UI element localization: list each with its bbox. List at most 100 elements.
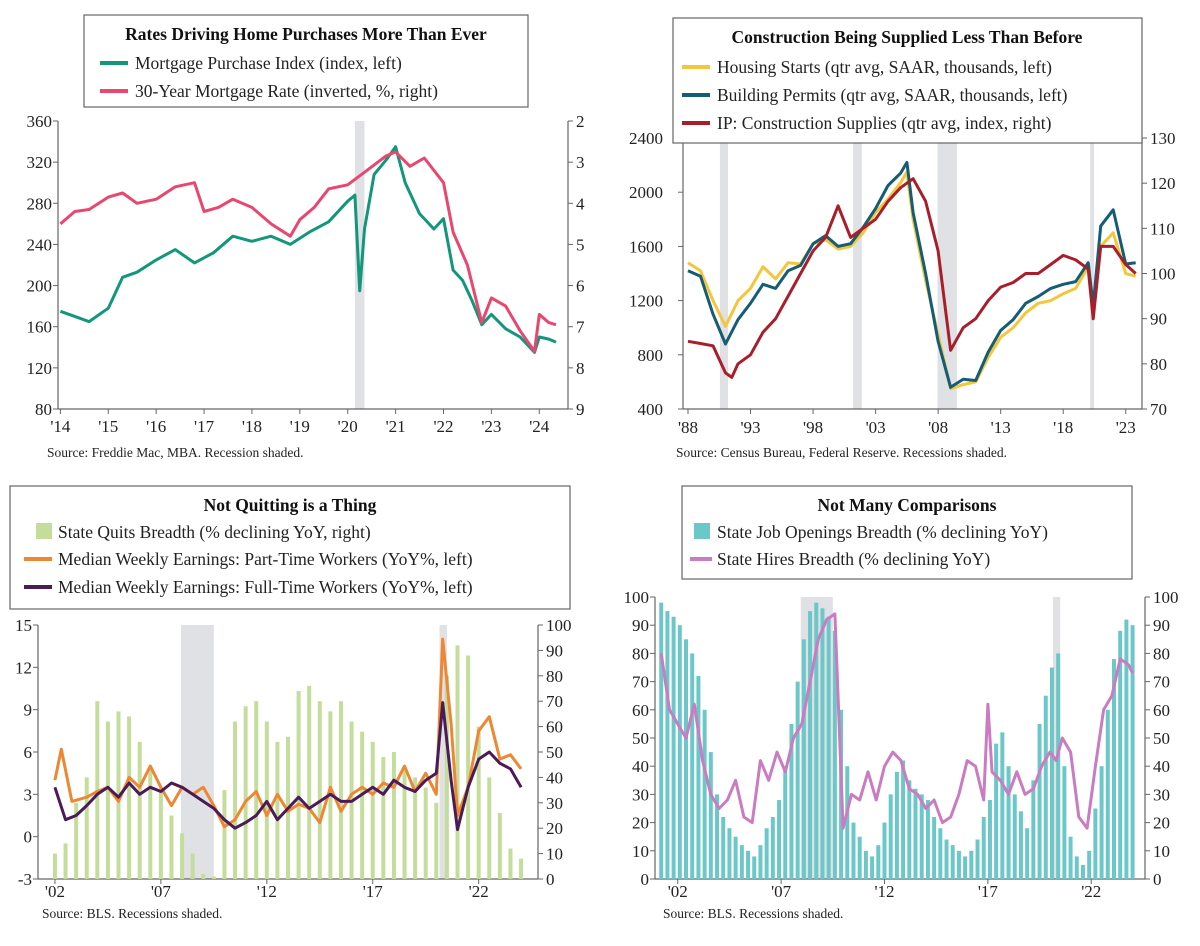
quits-right-tick-label-1: 10 <box>546 845 563 864</box>
quits-right-tick-label-9: 90 <box>546 641 563 660</box>
legend-label-quits-breadth: State Quits Breadth (% declining YoY, ri… <box>58 522 371 542</box>
construction-x-tick-label-1: '93 <box>740 418 760 437</box>
mortgage-x-tick-label-7: '21 <box>386 417 406 436</box>
comparisons-bar-33 <box>863 850 868 879</box>
quits-bar-43 <box>508 848 513 879</box>
quits-right-tick-label-3: 30 <box>546 794 563 813</box>
mortgage-chart-title: Rates Driving Home Purchases More Than E… <box>125 24 487 44</box>
comparisons-bar-37 <box>888 794 893 879</box>
comparisons-bar-63 <box>1049 667 1054 879</box>
quits-bar-17 <box>233 721 238 879</box>
comparisons-bar-8 <box>708 752 713 879</box>
quits-bar-33 <box>402 767 407 879</box>
comparisons-left-tick-label-10: 100 <box>624 588 650 607</box>
mortgage-x-tick-label-9: '23 <box>481 417 501 436</box>
comparisons-bar-16 <box>758 845 763 879</box>
quits-bar-11 <box>169 815 174 879</box>
quits-right-tick-label-5: 50 <box>546 743 563 762</box>
construction-recession-band-2 <box>937 138 957 409</box>
comparisons-bar-9 <box>715 794 720 879</box>
construction-x-tick-label-4: '08 <box>928 418 948 437</box>
quits-bar-37 <box>444 675 449 879</box>
mortgage-x-tick-label-1: '15 <box>98 417 118 436</box>
quits-recession-band-0 <box>181 625 214 879</box>
construction-right-tick-label-4: 110 <box>1150 219 1175 238</box>
quits-bar-0 <box>52 853 57 879</box>
comparisons-bar-68 <box>1080 864 1085 879</box>
comparisons-bar-47 <box>950 845 955 879</box>
quits-bar-31 <box>381 757 386 879</box>
mortgage-right-tick-label-5: 7 <box>576 318 585 337</box>
comparisons-bar-17 <box>764 828 769 879</box>
comparisons-right-tick-label-3: 30 <box>1153 785 1170 804</box>
mortgage-left-tick-label-7: 360 <box>27 112 53 131</box>
construction-right-tick-label-3: 100 <box>1150 265 1176 284</box>
quits-bar-25 <box>317 701 322 879</box>
mortgage-right-tick-label-0: 2 <box>576 112 585 131</box>
construction-series-line-2 <box>687 177 1137 379</box>
comparisons-bar-27 <box>826 616 831 879</box>
comparisons-right-tick-label-0: 0 <box>1153 870 1162 889</box>
comparisons-right-tick-label-2: 20 <box>1153 814 1170 833</box>
comparisons-bar-65 <box>1062 766 1067 879</box>
construction-left-tick-label-0: 400 <box>638 400 664 419</box>
comparisons-bar-74 <box>1118 630 1123 879</box>
mortgage-left-tick-label-3: 200 <box>27 277 53 296</box>
quits-bar-32 <box>391 752 396 879</box>
comparisons-left-tick-label-4: 40 <box>632 757 649 776</box>
mortgage-left-tick-label-6: 320 <box>27 153 53 172</box>
construction-recession-band-0 <box>719 138 729 409</box>
quits-bar-12 <box>180 833 185 879</box>
comparisons-bar-30 <box>845 766 850 879</box>
panel-comparisons-chart: 0 10 20 30 40 50 60 70 80 90 100 0 10 20 30 40 50 60 70 80 9… <box>624 485 1179 921</box>
quits-bar-27 <box>338 701 343 879</box>
comparisons-bar-59 <box>1025 828 1030 879</box>
mortgage-x-tick-label-10: '24 <box>529 417 550 436</box>
comparisons-right-tick-label-6: 60 <box>1153 701 1170 720</box>
comparisons-legend-box <box>681 485 1133 580</box>
comparisons-bar-0 <box>659 602 664 879</box>
quits-x-tick-label-2: '12 <box>257 882 277 901</box>
comparisons-x-tick-label-2: '12 <box>874 882 894 901</box>
comparisons-x-tick-label-4: '22 <box>1081 882 1101 901</box>
quits-bar-21 <box>275 741 280 879</box>
comparisons-bar-60 <box>1031 780 1036 879</box>
legend-label-housing-starts: Housing Starts (qtr avg, SAAR, thousands… <box>717 57 1052 77</box>
mortgage-left-tick-label-5: 280 <box>27 194 53 213</box>
quits-right-tick-label-7: 70 <box>546 692 563 711</box>
comparisons-bar-12 <box>733 836 738 879</box>
comparisons-bar-45 <box>938 828 943 879</box>
comparisons-bar-56 <box>1006 766 1011 879</box>
comparisons-bar-53 <box>987 800 992 879</box>
mortgage-right-tick-label-7: 9 <box>576 400 585 419</box>
quits-bar-39 <box>466 655 471 879</box>
quits-left-tick-label-1: 0 <box>24 828 33 847</box>
quits-right-tick-label-2: 20 <box>546 819 563 838</box>
legend-label-construction-supplies: IP: Construction Supplies (qtr avg, inde… <box>717 113 1052 133</box>
quits-source-note: Source: BLS. Recessions shaded. <box>42 906 222 921</box>
construction-x-tick-label-0: '88 <box>678 418 698 437</box>
legend-swatch-quits-breadth <box>36 523 52 539</box>
quits-right-tick-label-8: 80 <box>546 667 563 686</box>
comparisons-bar-61 <box>1037 723 1042 879</box>
quits-bar-1 <box>63 843 68 879</box>
mortgage-plot-area: 80 120 160 200 240 280 320 360 2 3 4 5 6 7 8 9 '14 '15 '16… <box>27 112 586 436</box>
quits-bar-2 <box>74 802 79 879</box>
comparisons-series-line-0 <box>659 612 1134 830</box>
comparisons-bar-21 <box>789 723 794 879</box>
comparisons-bar-43 <box>925 800 930 879</box>
mortgage-right-tick-label-3: 5 <box>576 235 585 254</box>
quits-series-line-0 <box>53 637 523 829</box>
quits-left-tick-label-0: -3 <box>18 870 32 889</box>
comparisons-bar-22 <box>795 681 800 879</box>
quits-x-tick-label-4: '22 <box>469 882 489 901</box>
construction-source-note: Source: Census Bureau, Federal Reserve. … <box>676 445 1007 460</box>
construction-right-tick-label-1: 80 <box>1150 355 1167 374</box>
comparisons-bar-38 <box>894 771 899 879</box>
quits-x-tick-label-1: '07 <box>151 882 172 901</box>
comparisons-bar-72 <box>1105 709 1110 879</box>
quits-bar-5 <box>105 721 110 879</box>
quits-x-tick-label-3: '17 <box>363 882 384 901</box>
panel-mortgage-chart: 80 120 160 200 240 280 320 360 2 3 4 5 6 7 8 9 '14 '15 '16… <box>27 14 586 460</box>
comparisons-left-tick-label-2: 20 <box>632 814 649 833</box>
